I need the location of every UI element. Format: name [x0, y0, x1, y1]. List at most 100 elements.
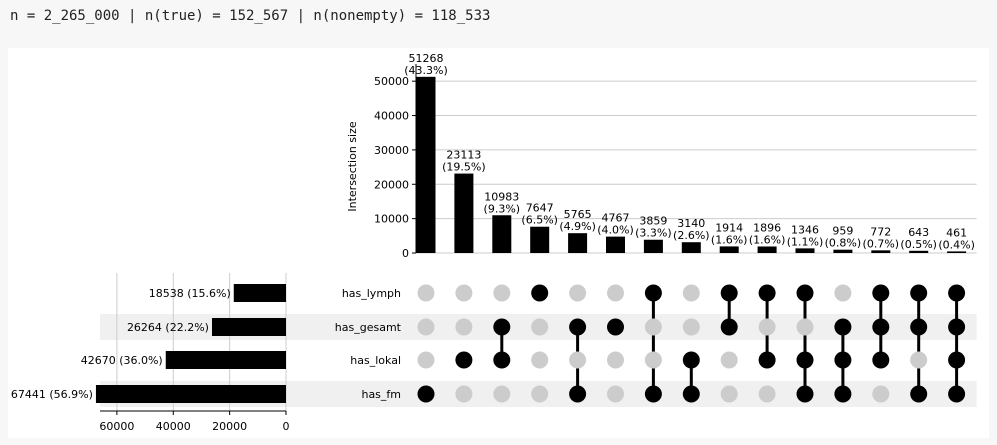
matrix-dot-inactive [720, 385, 738, 403]
bar-percent-label: (0.4%) [938, 238, 975, 251]
intersection-bar [454, 173, 474, 253]
matrix-dot-inactive [607, 351, 624, 369]
set-name-label: has_lymph [342, 287, 401, 300]
bar-percent-label: (4.0%) [597, 224, 634, 237]
matrix-dot-inactive [493, 385, 511, 403]
matrix-dot-inactive [417, 284, 435, 302]
matrix-dot-active [910, 284, 928, 302]
matrix-dot-inactive [682, 318, 700, 336]
bar-percent-label: (3.3%) [635, 227, 672, 240]
matrix-dot-active [682, 351, 700, 369]
intersection-bar [719, 246, 739, 253]
bar-value-label: 3140 [677, 217, 705, 230]
bar-value-label: 10983 [484, 190, 519, 203]
bar-value-label: 772 [870, 225, 891, 238]
matrix-dot-active [720, 318, 738, 336]
set-size-bar [233, 284, 286, 302]
y-tick-label: 50000 [374, 75, 409, 88]
matrix-dot-inactive [455, 284, 473, 302]
matrix-dot-active [758, 351, 776, 369]
intersection-bar [530, 226, 550, 253]
bar-percent-label: (0.7%) [863, 237, 900, 250]
bar-percent-label: (1.6%) [711, 233, 748, 246]
matrix-dot-inactive [531, 351, 549, 369]
bar-percent-label: (0.5%) [900, 238, 937, 251]
bar-value-label: 4767 [602, 212, 630, 225]
matrix-dot-active [872, 351, 890, 369]
bar-value-label: 5765 [564, 208, 592, 221]
matrix-dot-active [910, 318, 928, 336]
matrix-dot-inactive [758, 318, 776, 336]
matrix-dot-active [796, 351, 814, 369]
y-tick-label: 0 [402, 247, 409, 260]
matrix-dot-active [569, 318, 587, 336]
intersection-bar [681, 242, 701, 253]
bar-value-label: 959 [832, 225, 853, 238]
intersection-bar [492, 215, 512, 253]
bar-percent-label: (1.1%) [787, 235, 824, 248]
matrix-dot-inactive [455, 318, 473, 336]
matrix-dot-active [455, 351, 473, 369]
x-tick-label: 20000 [212, 420, 247, 433]
matrix-dot-inactive [569, 351, 587, 369]
intersection-bar [643, 239, 663, 253]
bar-value-label: 1896 [753, 221, 781, 234]
matrix-dot-active [531, 284, 549, 302]
y-axis-label: Intersection size [346, 121, 359, 211]
bar-percent-label: (43.3%) [404, 64, 448, 77]
y-tick-label: 40000 [374, 110, 409, 123]
matrix-dot-inactive [569, 284, 587, 302]
bar-value-label: 461 [946, 226, 967, 239]
intersection-bar [909, 250, 929, 253]
matrix-dot-inactive [607, 284, 624, 302]
matrix-dot-active [948, 351, 966, 369]
bar-value-label: 23113 [446, 149, 481, 162]
matrix-dot-inactive [417, 351, 435, 369]
matrix-dot-inactive [682, 284, 700, 302]
matrix-dot-active [682, 385, 700, 403]
bar-percent-label: (2.6%) [673, 229, 710, 242]
x-tick-label: 40000 [156, 420, 191, 433]
matrix-dot-active [796, 385, 814, 403]
matrix-dot-inactive [758, 385, 776, 403]
intersection-bar [833, 249, 853, 253]
upset-plot: 0 10000 20000 30000 40000 50000 Intersection s… [11, 52, 977, 433]
bar-percent-label: (19.5%) [442, 161, 486, 174]
set-name-label: has_fm [361, 388, 401, 401]
matrix-dot-active [872, 284, 890, 302]
set-size-label: 67441 (56.9%) [11, 388, 93, 401]
intersection-bar [606, 236, 625, 253]
matrix-dot-active [872, 318, 890, 336]
matrix-dot-inactive [644, 351, 662, 369]
matrix-dot-active [493, 351, 511, 369]
matrix-dot-active [834, 351, 852, 369]
matrix-dot-active [569, 385, 587, 403]
matrix-dot-active [720, 284, 738, 302]
matrix-dot-inactive [720, 351, 738, 369]
matrix-dot-inactive [455, 385, 473, 403]
matrix-dot-inactive [872, 385, 890, 403]
intersection-bar [871, 250, 891, 253]
matrix-dot-active [834, 385, 852, 403]
matrix-dot-active [834, 318, 852, 336]
bar-value-label: 1346 [791, 223, 819, 236]
summary-header: n = 2_265_000 | n(true) = 152_567 | n(no… [10, 8, 491, 24]
set-size-label: 42670 (36.0%) [81, 354, 163, 367]
bar-percent-label: (1.6%) [749, 233, 786, 246]
y-tick-label: 20000 [374, 178, 409, 191]
matrix-dot-active [607, 318, 624, 336]
intersection-bar [795, 248, 815, 253]
matrix-dot-inactive [417, 318, 435, 336]
upset-plot-panel: 0 10000 20000 30000 40000 50000 Intersection s… [8, 48, 989, 438]
bar-percent-label: (4.9%) [559, 220, 596, 233]
bar-percent-label: (6.5%) [521, 214, 558, 227]
bar-value-label: 643 [908, 226, 929, 239]
set-size-bar [211, 318, 286, 336]
matrix-dot-active [644, 385, 662, 403]
intersection-bar [416, 76, 436, 253]
matrix-dot-inactive [910, 351, 928, 369]
matrix-dot-inactive [796, 318, 814, 336]
bar-value-label: 3859 [639, 215, 667, 228]
x-tick-label: 0 [283, 420, 290, 433]
bar-percent-label: (0.8%) [825, 237, 862, 250]
